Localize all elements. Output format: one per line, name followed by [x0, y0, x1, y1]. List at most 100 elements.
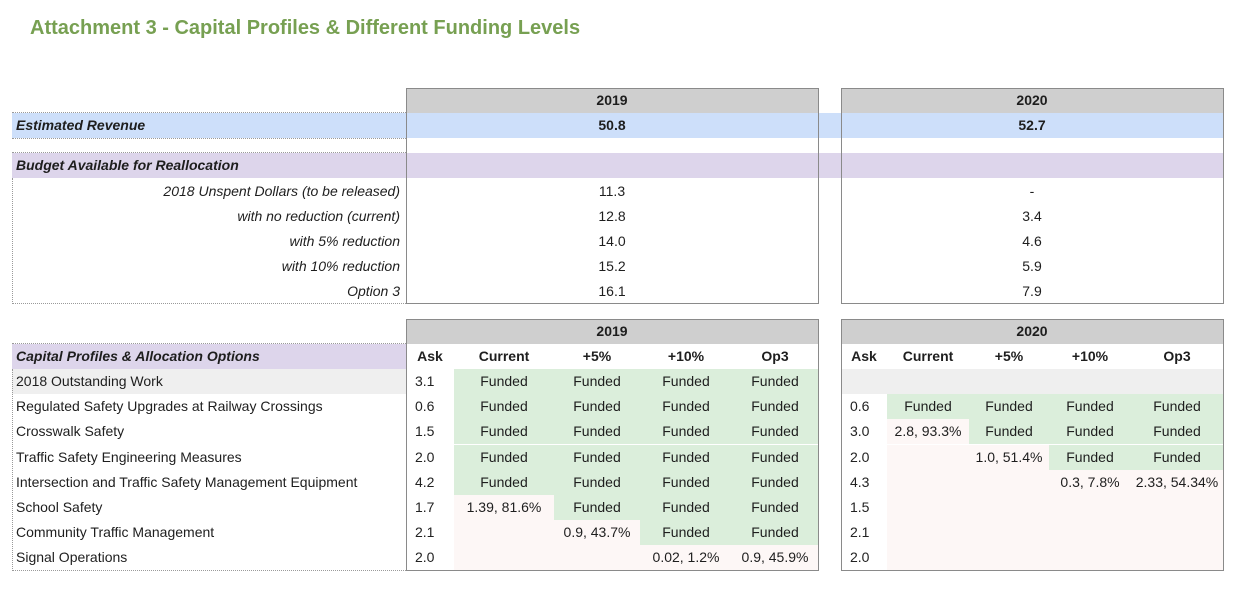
capital-row-ask-2019: 2.0 [415, 449, 435, 465]
col-header-ask-2019: Ask [417, 348, 443, 364]
budget-row-2020: 3.4 [1022, 208, 1042, 224]
cell-bg [454, 394, 554, 419]
divider [12, 343, 406, 344]
estimated-revenue-2020: 52.7 [1018, 117, 1046, 133]
funding-cell-2019: 0.9, 43.7% [563, 524, 631, 540]
cell-bg [969, 470, 1049, 495]
capital-row-ask-2020: 2.1 [850, 524, 870, 540]
funding-cell-2020: Funded [1153, 423, 1201, 439]
funding-cell-2019: Funded [573, 499, 621, 515]
cell-bg [1131, 419, 1223, 444]
divider [12, 152, 406, 153]
cell-bg [1049, 470, 1131, 495]
budget-row-2019: 15.2 [598, 258, 626, 274]
estimated-revenue-band [12, 113, 1223, 138]
col-header-plus10-2019: +10% [667, 348, 705, 364]
cell-bg [732, 545, 818, 570]
year-header-band-2019 [406, 88, 818, 113]
capital-row-ask-2020: 3.0 [850, 423, 870, 439]
cell-bg [554, 369, 640, 394]
cap-year-header-2019: 2019 [596, 323, 628, 339]
col-header-plus5-2020: +5% [994, 348, 1024, 364]
col-header-current-2020: Current [902, 348, 954, 364]
budget-row-label: 2018 Unspent Dollars (to be released) [163, 183, 400, 199]
capital-row-ask-2020: 0.6 [850, 398, 870, 414]
capital-row-name: Intersection and Traffic Safety Manageme… [16, 474, 358, 490]
cell-bg [887, 470, 969, 495]
col-header-plus5-2019: +5% [582, 348, 612, 364]
funding-cell-2019: Funded [662, 373, 710, 389]
cell-bg [454, 520, 554, 545]
funding-cell-2019: Funded [662, 474, 710, 490]
funding-cell-2019: Funded [662, 398, 710, 414]
funding-cell-2019: Funded [662, 499, 710, 515]
cell-bg [887, 445, 969, 470]
cell-bg [1049, 495, 1131, 520]
cell-bg [640, 369, 732, 394]
cell-bg [454, 369, 554, 394]
cell-bg [887, 394, 969, 419]
cell-bg [969, 419, 1049, 444]
funding-cell-2019: Funded [751, 398, 799, 414]
budget-row-2019: 12.8 [598, 208, 626, 224]
cell-bg [1131, 545, 1223, 570]
capital-row-ask-2020: 2.0 [850, 449, 870, 465]
budget-row-2020: 5.9 [1022, 258, 1042, 274]
funding-cell-2019: Funded [662, 423, 710, 439]
cell-bg [1049, 419, 1131, 444]
capital-row-ask-2019: 4.2 [415, 474, 435, 490]
divider [12, 138, 406, 139]
funding-cell-2019: Funded [751, 499, 799, 515]
cell-bg [1131, 520, 1223, 545]
capital-header-label: Capital Profiles & Allocation Options [16, 348, 260, 364]
funding-cell-2019: Funded [573, 449, 621, 465]
cell-bg [454, 419, 554, 444]
funding-cell-2019: Funded [751, 474, 799, 490]
funding-cell-2019: Funded [573, 398, 621, 414]
budget-row-2019: 11.3 [598, 183, 626, 199]
panel-2020-top [841, 88, 1224, 304]
cell-bg [1049, 520, 1131, 545]
cell-bg [732, 419, 818, 444]
funding-cell-2019: Funded [573, 474, 621, 490]
budget-row-label: Option 3 [347, 283, 400, 299]
funding-cell-2019: Funded [480, 449, 528, 465]
capital-row-name: Community Traffic Management [16, 524, 215, 540]
funding-cell-2019: Funded [480, 423, 528, 439]
budget-row-label: with 5% reduction [289, 233, 400, 249]
year-header-2020: 2020 [1016, 92, 1048, 108]
cell-bg [454, 495, 554, 520]
cell-bg [732, 445, 818, 470]
col-header-op3-2019: Op3 [761, 348, 789, 364]
capital-row-ask-2020: 4.3 [850, 474, 870, 490]
cell-bg [1131, 394, 1223, 419]
budget-label-frame [12, 178, 406, 304]
funding-cell-2019: Funded [751, 423, 799, 439]
cell-bg [1131, 495, 1223, 520]
cap-year-band-2019 [406, 319, 818, 344]
year-header-band-2020 [841, 88, 1223, 113]
row-highlight-band [841, 369, 1223, 394]
budget-header-band [12, 153, 1223, 178]
budget-row-2020: - [1029, 183, 1035, 199]
funding-cell-2019: 0.9, 45.9% [741, 549, 809, 565]
capital-row-ask-2020: 2.0 [850, 549, 870, 565]
estimated-revenue-label: Estimated Revenue [16, 117, 146, 133]
funding-cell-2020: Funded [1153, 449, 1201, 465]
funding-cell-2019: Funded [480, 373, 528, 389]
capital-row-ask-2019: 0.6 [415, 398, 435, 414]
cell-bg [887, 545, 969, 570]
col-header-op3-2020: Op3 [1163, 348, 1191, 364]
cell-bg [732, 470, 818, 495]
capital-row-ask-2019: 3.1 [415, 373, 435, 389]
funding-cell-2020: 1.0, 51.4% [975, 449, 1043, 465]
cell-bg [640, 495, 732, 520]
funding-cell-2019: 1.39, 81.6% [466, 499, 542, 515]
budget-row-label: with no reduction (current) [237, 208, 400, 224]
capital-row-ask-2019: 1.7 [415, 499, 435, 515]
panel-2020-capital [841, 319, 1224, 571]
cell-bg [1049, 445, 1131, 470]
cell-bg [640, 545, 732, 570]
cell-bg [454, 470, 554, 495]
estimated-revenue-2019: 50.8 [598, 117, 626, 133]
